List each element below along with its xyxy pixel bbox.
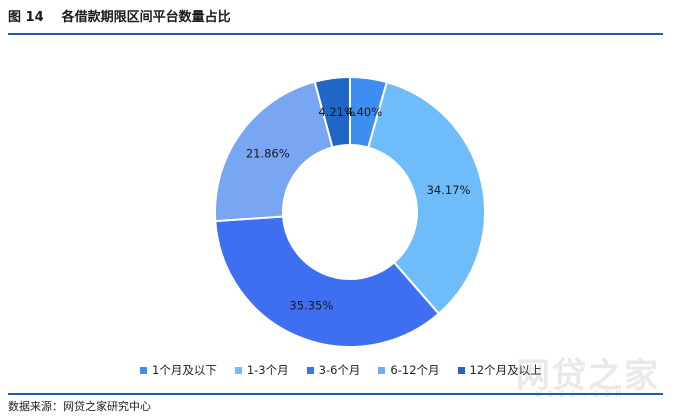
legend-item-5: 12个月及以上	[457, 362, 542, 378]
legend-label-4: 6-12个月	[390, 363, 440, 377]
watermark-logo: 网贷之家	[516, 356, 660, 396]
legend-item-1: 1个月及以下	[140, 362, 217, 378]
legend-item-4: 6-12个月	[378, 362, 440, 378]
legend-swatch-4	[378, 366, 386, 374]
donut-slice-2	[367, 80, 486, 316]
top-divider	[8, 33, 663, 35]
legend-swatch-2	[234, 366, 242, 374]
chart-title: 图 14 各借款期限区间平台数量占比	[8, 6, 231, 25]
source-note: 数据来源：网贷之家研究中心	[8, 400, 151, 413]
slice-value-label-4: 21.86%	[246, 146, 290, 160]
legend-label-5: 12个月及以上	[469, 363, 542, 377]
legend-label-3: 3-6个月	[318, 363, 361, 377]
slice-value-label-2: 34.17%	[427, 183, 471, 197]
bottom-divider	[8, 393, 663, 395]
donut-slice-3	[214, 215, 441, 348]
legend-swatch-3	[306, 366, 314, 374]
figure-label: 图 14	[8, 10, 44, 25]
slice-value-label-1: 4.40%	[346, 105, 383, 119]
donut-slice-5	[313, 75, 351, 149]
watermark-url: WDZJ.COM	[536, 390, 628, 400]
figure-title: 各借款期限区间平台数量占比	[61, 10, 231, 25]
donut-slice-4	[214, 80, 334, 223]
legend-swatch-1	[140, 366, 147, 374]
legend-item-3: 3-6个月	[306, 362, 361, 378]
slice-value-label-3: 35.35%	[289, 298, 333, 312]
legend-swatch-5	[457, 366, 465, 374]
legend-label-2: 1-3个月	[246, 363, 289, 377]
legend-item-2: 1-3个月	[234, 362, 289, 378]
legend: 1个月及以下 1-3个月 3-6个月 6-12个月 12个月及以上	[140, 362, 542, 378]
slice-value-label-5: 4.21%	[318, 105, 355, 119]
legend-label-1: 1个月及以下	[152, 363, 217, 377]
